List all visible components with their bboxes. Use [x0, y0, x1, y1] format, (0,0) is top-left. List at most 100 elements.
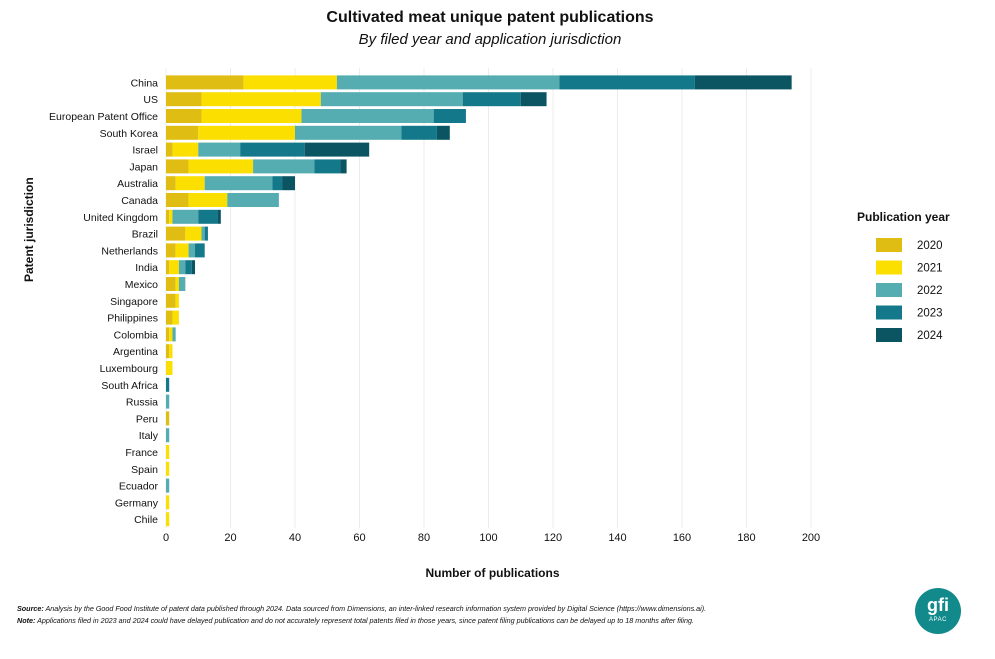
bar-segment-2024: [520, 92, 547, 107]
bar-segment-2021: [175, 277, 179, 291]
y-tick-label: China: [131, 77, 159, 89]
y-tick-label: Philippines: [107, 313, 158, 325]
bar-segment-2023: [272, 176, 283, 191]
bar-segment-2021: [169, 327, 173, 342]
bar-segment-2021: [175, 293, 179, 308]
bar-segment-2024: [340, 159, 347, 174]
bar-segment-2020: [166, 125, 199, 140]
note-text: Applications filed in 2023 and 2024 coul…: [35, 616, 694, 625]
bar-segment-2022: [301, 109, 434, 123]
x-tick-label: 80: [418, 532, 430, 544]
bar-segment-2021: [166, 512, 170, 527]
bar-segment-2021: [169, 209, 173, 224]
x-tick-label: 200: [802, 532, 820, 544]
y-tick-label: Netherlands: [101, 245, 158, 257]
bar-segment-2022: [336, 75, 560, 90]
bar-segment-2020: [166, 209, 170, 224]
x-tick-label: 140: [608, 532, 626, 544]
x-axis-label: Number of publications: [425, 566, 560, 580]
source-note: Source: Analysis by the Good Food Instit…: [17, 603, 917, 615]
bar-segment-2020: [166, 193, 189, 207]
legend-title: Publication year: [857, 210, 950, 224]
source-label: Source:: [17, 604, 44, 613]
bar-segment-2023: [462, 92, 521, 107]
bar-segment-2020: [166, 327, 170, 342]
y-tick-label: Singapore: [110, 296, 158, 308]
legend-swatch-2022: [876, 283, 902, 297]
bar-segment-2020: [166, 411, 170, 426]
chart-title: Cultivated meat unique patent publicatio…: [326, 9, 654, 26]
bar-segment-2020: [166, 310, 173, 325]
y-tick-label: Chile: [134, 514, 158, 526]
bar-segment-2021: [175, 243, 189, 258]
bar-segment-2023: [433, 109, 466, 123]
bar-segment-2022: [295, 125, 402, 140]
bar-segment-2024: [694, 75, 792, 90]
bar-segment-2021: [166, 461, 170, 476]
bar-segment-2022: [198, 142, 241, 157]
x-tick-label: 60: [353, 532, 365, 544]
legend-swatch-2024: [876, 328, 902, 342]
bar-segment-2020: [166, 344, 170, 359]
note: Note: Applications filed in 2023 and 202…: [17, 615, 917, 627]
bar-segment-2020: [166, 109, 202, 123]
bar-segment-2023: [198, 209, 218, 224]
y-tick-label: Canada: [121, 195, 158, 207]
bar-segment-2020: [166, 176, 176, 191]
legend-label-2024: 2024: [917, 330, 943, 342]
bar-segment-2023: [401, 125, 437, 140]
bar-segment-2022: [178, 260, 186, 275]
bar-segment-2020: [166, 226, 186, 241]
legend-label-2023: 2023: [917, 308, 943, 320]
bar-segment-2022: [227, 193, 279, 207]
x-tick-label: 180: [737, 532, 755, 544]
bar-segment-2022: [188, 243, 196, 258]
bar-segment-2024: [436, 125, 450, 140]
source-text: Analysis by the Good Food Institute of p…: [43, 604, 707, 613]
x-tick-label: 160: [673, 532, 691, 544]
bar-segment-2023: [185, 260, 192, 275]
x-tick-label: 0: [163, 532, 169, 544]
y-tick-label: Argentina: [113, 346, 158, 358]
y-tick-label: Peru: [136, 413, 158, 425]
y-tick-label: Italy: [139, 430, 159, 442]
bar-segment-2023: [314, 159, 341, 174]
bar-segment-2022: [201, 226, 205, 241]
bar-segment-2024: [282, 176, 295, 191]
y-tick-label: Brazil: [132, 229, 158, 241]
bar-segment-2022: [204, 176, 273, 191]
y-tick-label: Luxembourg: [100, 363, 159, 375]
y-tick-label: United Kingdom: [83, 212, 158, 224]
bar-segment-2021: [201, 92, 321, 107]
bar-segment-2022: [166, 394, 170, 409]
bar-segment-2021: [188, 193, 228, 207]
y-tick-label: India: [135, 262, 158, 274]
legend-label-2022: 2022: [917, 285, 943, 297]
bar-segment-2023: [204, 226, 208, 241]
y-tick-label: South Africa: [101, 380, 158, 392]
bar-segment-2023: [195, 243, 205, 258]
bar-segment-2020: [166, 277, 176, 291]
chart-subtitle: By filed year and application jurisdicti…: [358, 31, 622, 48]
bar-segment-2023: [166, 377, 170, 392]
bar-segment-2022: [166, 428, 170, 443]
logo-sub: APAC: [929, 617, 947, 623]
legend-swatch-2021: [876, 260, 902, 275]
bar-segment-2021: [198, 125, 295, 140]
bar-segment-2022: [320, 92, 463, 107]
x-tick-label: 20: [224, 532, 236, 544]
y-tick-label: Colombia: [114, 329, 159, 341]
bar-segment-2020: [166, 293, 176, 308]
y-tick-label: Spain: [131, 464, 158, 476]
y-tick-label: Russia: [126, 397, 158, 409]
bar-segment-2022: [172, 327, 176, 342]
bar-segment-2021: [172, 142, 199, 157]
y-tick-label: France: [125, 447, 158, 459]
bar-segment-2021: [166, 361, 173, 375]
bar-segment-2023: [559, 75, 695, 90]
bar-segment-2020: [166, 243, 176, 258]
bar-segment-2022: [178, 277, 186, 291]
bar-segment-2021: [166, 445, 170, 459]
x-tick-label: 100: [479, 532, 497, 544]
